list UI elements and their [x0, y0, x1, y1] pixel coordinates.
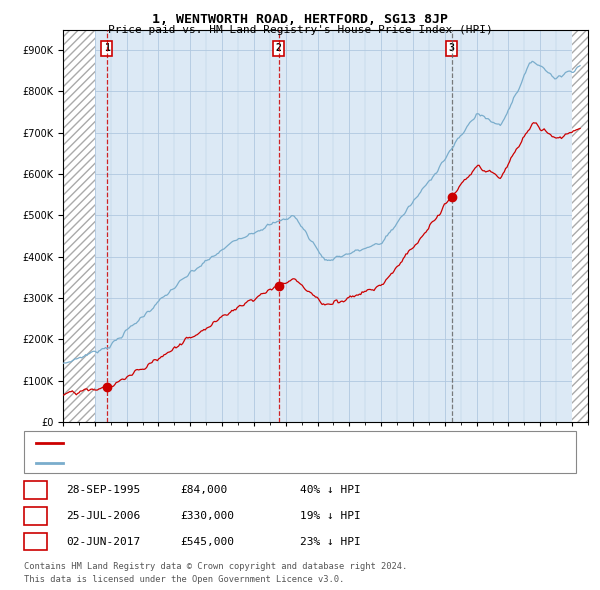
Text: 19% ↓ HPI: 19% ↓ HPI [300, 511, 361, 520]
Text: Contains HM Land Registry data © Crown copyright and database right 2024.: Contains HM Land Registry data © Crown c… [24, 562, 407, 571]
Text: This data is licensed under the Open Government Licence v3.0.: This data is licensed under the Open Gov… [24, 575, 344, 584]
Text: 28-SEP-1995: 28-SEP-1995 [66, 485, 140, 494]
Text: 1, WENTWORTH ROAD, HERTFORD, SG13 8JP (detached house): 1, WENTWORTH ROAD, HERTFORD, SG13 8JP (d… [69, 438, 407, 448]
Text: 1, WENTWORTH ROAD, HERTFORD, SG13 8JP: 1, WENTWORTH ROAD, HERTFORD, SG13 8JP [152, 13, 448, 26]
Text: HPI: Average price, detached house, East Hertfordshire: HPI: Average price, detached house, East… [69, 458, 407, 467]
Text: 2: 2 [32, 511, 39, 520]
Text: 1: 1 [32, 485, 39, 494]
Text: 3: 3 [449, 43, 454, 53]
Text: 3: 3 [32, 537, 39, 546]
Text: Price paid vs. HM Land Registry's House Price Index (HPI): Price paid vs. HM Land Registry's House … [107, 25, 493, 35]
Text: 1: 1 [104, 43, 110, 53]
Text: £84,000: £84,000 [180, 485, 227, 494]
Text: 2: 2 [275, 43, 281, 53]
Text: 40% ↓ HPI: 40% ↓ HPI [300, 485, 361, 494]
Text: 25-JUL-2006: 25-JUL-2006 [66, 511, 140, 520]
Text: 02-JUN-2017: 02-JUN-2017 [66, 537, 140, 546]
Text: £545,000: £545,000 [180, 537, 234, 546]
Text: £330,000: £330,000 [180, 511, 234, 520]
Text: 23% ↓ HPI: 23% ↓ HPI [300, 537, 361, 546]
